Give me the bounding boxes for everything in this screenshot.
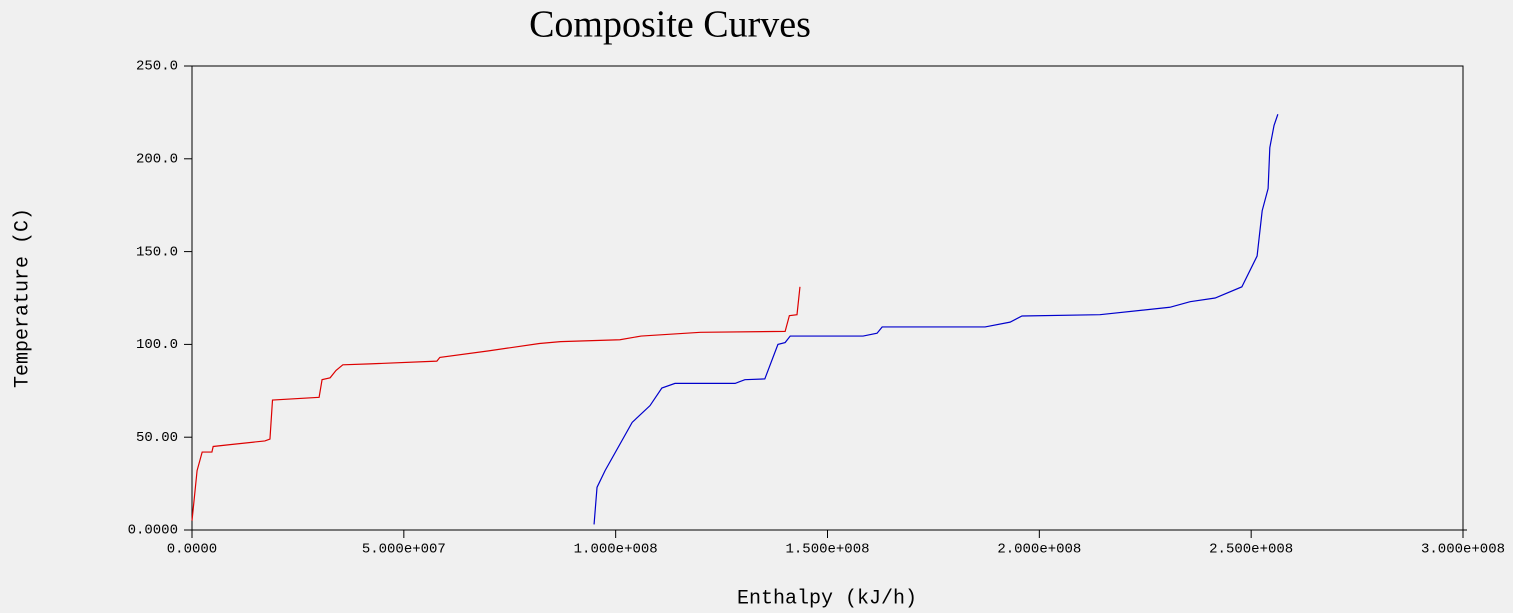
y-tick-label: 250.0 [136,59,178,75]
x-tick-label: 2.500e+008 [1209,542,1293,558]
y-tick-label: 50.00 [136,430,178,446]
x-tick-label: 2.000e+008 [997,542,1081,558]
x-tick-label: 1.500e+008 [785,542,869,558]
y-tick-label: 100.0 [136,337,178,353]
x-tick-label: 5.000e+007 [362,542,446,558]
y-tick-label: 150.0 [136,244,178,260]
x-axis-label: Enthalpy (kJ/h) [737,587,917,610]
x-tick-label: 1.000e+008 [574,542,658,558]
y-tick-label: 0.0000 [128,523,178,539]
y-tick-label: 200.0 [136,152,178,168]
series-line [191,286,801,521]
x-tick-label: 0.0000 [167,542,217,558]
series-line [593,114,1279,525]
y-axis-label: Temperature (C) [11,208,34,388]
x-tick-label: 3.000e+008 [1421,542,1505,558]
chart-title: Composite Curves [529,4,811,46]
